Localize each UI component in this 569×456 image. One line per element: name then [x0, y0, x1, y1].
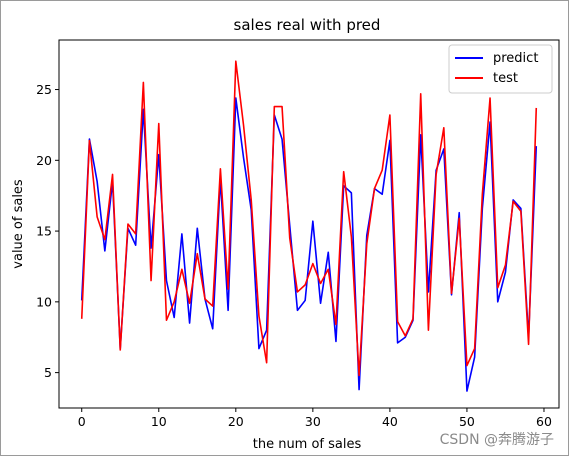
x-tick-label: 10 [151, 414, 167, 429]
y-tick-label: 10 [36, 294, 52, 309]
y-axis-label: value of sales [11, 179, 26, 269]
y-tick-label: 15 [36, 224, 52, 239]
series-line-test [80, 60, 538, 377]
x-tick-label: 30 [305, 414, 321, 429]
legend: predict test [448, 44, 553, 94]
x-tick-label: 50 [459, 414, 475, 429]
series-lines [80, 60, 538, 392]
x-axis-label: the num of sales [253, 437, 362, 452]
chart-title: sales real with pred [234, 16, 381, 34]
y-tick-label: 5 [44, 365, 52, 380]
watermark: CSDN @奔腾游子 [440, 431, 554, 448]
plot-area [58, 39, 560, 409]
legend-label-predict: predict [493, 51, 538, 66]
legend-label-test: test [493, 71, 518, 86]
y-tick-label: 25 [36, 82, 52, 97]
y-tick-label: 20 [36, 153, 52, 168]
x-axis-ticks: 0 10 20 30 40 50 60 [78, 408, 552, 429]
y-axis-ticks: 5 10 15 20 25 [36, 82, 59, 380]
x-tick-label: 40 [382, 414, 398, 429]
x-tick-label: 0 [78, 414, 86, 429]
x-tick-label: 20 [228, 414, 244, 429]
x-tick-label: 60 [536, 414, 552, 429]
